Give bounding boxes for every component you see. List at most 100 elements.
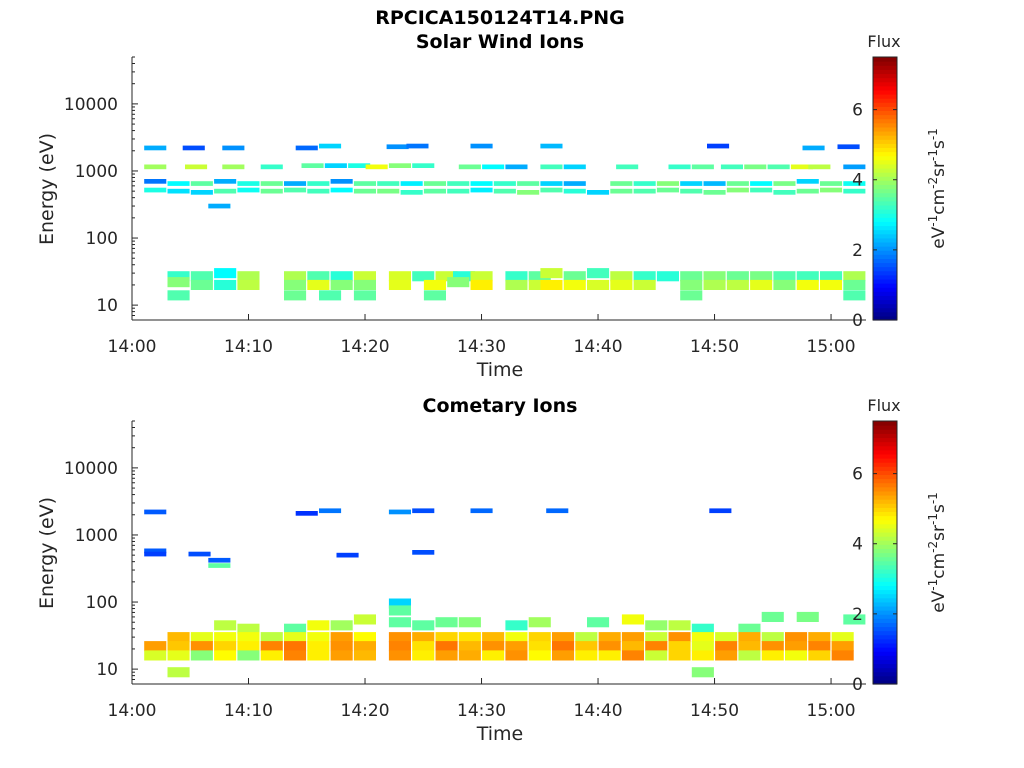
heatmap-cell <box>458 164 481 170</box>
heatmap-cell <box>388 279 411 290</box>
panel-title-cometary: Cometary Ions <box>423 395 578 417</box>
heatmap-cell <box>575 641 598 652</box>
heatmap-cell <box>167 188 190 194</box>
heatmap-cell <box>319 143 342 149</box>
heatmap-cell <box>668 641 691 652</box>
colorbar-segment <box>873 663 897 669</box>
colorbar-segment <box>873 630 897 636</box>
heatmap-cell <box>843 271 866 282</box>
heatmap-cell <box>540 268 563 279</box>
heatmap-cell <box>843 290 866 301</box>
heatmap-cell <box>423 279 446 290</box>
heatmap-cell <box>505 620 528 631</box>
colorbar-segment <box>873 287 897 292</box>
heatmap-cell <box>208 203 231 209</box>
colorbar-segment <box>873 610 897 615</box>
heatmap-cell <box>587 268 610 279</box>
heatmap-cell <box>144 164 167 170</box>
heatmap-cell <box>528 650 551 661</box>
heatmap-cell <box>691 667 714 678</box>
colorbar-segment <box>873 192 897 198</box>
heatmap-cell <box>295 511 318 516</box>
heatmap-cell <box>447 188 470 194</box>
heatmap-cell <box>750 181 773 186</box>
colorbar-segment <box>873 614 897 619</box>
colorbar-title-bottom: Flux <box>867 396 900 415</box>
heatmap-cell <box>237 650 260 661</box>
colorbar-segment <box>873 155 897 161</box>
colorbar-segment <box>873 671 897 677</box>
heatmap-cell <box>715 650 738 661</box>
colorbar-tick-label: 0 <box>852 311 863 331</box>
heatmap-cell <box>680 279 703 290</box>
heatmap-cell <box>482 632 505 643</box>
heatmap-cell <box>412 632 435 643</box>
colorbar-segment <box>873 540 897 545</box>
colorbar-segment <box>873 462 897 467</box>
heatmap-cell <box>388 598 411 609</box>
heatmap-cell <box>726 187 749 193</box>
colorbar-segment <box>873 531 897 537</box>
colorbar-segment <box>873 303 897 309</box>
x-tick-label: 15:00 <box>807 701 856 721</box>
colorbar-segment <box>873 311 897 317</box>
heatmap-cell <box>761 641 784 652</box>
heatmap-cell <box>144 641 167 652</box>
heatmap-cell <box>237 271 260 282</box>
heatmap-cell <box>330 632 353 643</box>
heatmap-cell <box>284 650 307 661</box>
colorbar-segment <box>873 647 897 652</box>
heatmap-cell <box>144 145 167 151</box>
heatmap-cell <box>668 620 691 631</box>
heatmap-cell <box>237 181 260 186</box>
heatmap-cell <box>528 279 551 290</box>
heatmap-cell <box>167 271 190 282</box>
heatmap-cell <box>307 620 330 631</box>
colorbar-segment <box>873 217 897 222</box>
heatmap-cell <box>517 181 540 186</box>
colorbar-segment <box>873 585 897 591</box>
y-tick-label: 100 <box>86 593 118 613</box>
y-tick-label: 10000 <box>64 459 118 479</box>
colorbar-segment <box>873 118 897 124</box>
heatmap-cell <box>575 650 598 661</box>
heatmap-cell <box>144 650 167 661</box>
heatmap-cell <box>353 181 376 186</box>
heatmap-cell <box>505 279 528 290</box>
heatmap-cell <box>820 181 843 186</box>
heatmap-cell <box>260 164 283 170</box>
heatmap-cell <box>621 632 644 643</box>
heatmap-cell <box>237 623 260 634</box>
heatmap-cell <box>691 641 714 652</box>
colorbar-segment <box>873 250 897 255</box>
heatmap-cell <box>785 641 808 652</box>
heatmap-cell <box>668 650 691 661</box>
colorbar-segment <box>873 61 897 66</box>
heatmap-cell <box>400 190 423 195</box>
heatmap-cell <box>237 632 260 643</box>
colorbar-segment <box>873 523 897 529</box>
heatmap-cell <box>144 551 167 557</box>
heatmap-cell <box>843 614 866 625</box>
heatmap-cell <box>610 279 633 290</box>
heatmap-cell <box>707 143 730 149</box>
colorbar-segment <box>873 130 897 136</box>
colorbar-segment <box>873 429 897 434</box>
heatmap-cell <box>493 181 516 186</box>
x-tick-label: 15:00 <box>807 337 856 357</box>
colorbar-segment <box>873 102 897 107</box>
colorbar-segment <box>873 237 897 243</box>
heatmap-cell <box>284 181 307 186</box>
colorbar-segment <box>873 544 897 549</box>
heatmap-cell <box>330 620 353 631</box>
colorbar-segment <box>873 262 897 268</box>
heatmap-cell <box>843 181 866 186</box>
heatmap-cell <box>482 641 505 652</box>
heatmap-cell <box>190 190 213 195</box>
heatmap-cell <box>447 181 470 186</box>
colorbar-segment <box>873 77 897 83</box>
heatmap-cell <box>388 271 411 282</box>
heatmap-cell <box>190 632 213 643</box>
colorbar-segment <box>873 581 897 586</box>
y-tick-label: 1000 <box>75 526 118 546</box>
